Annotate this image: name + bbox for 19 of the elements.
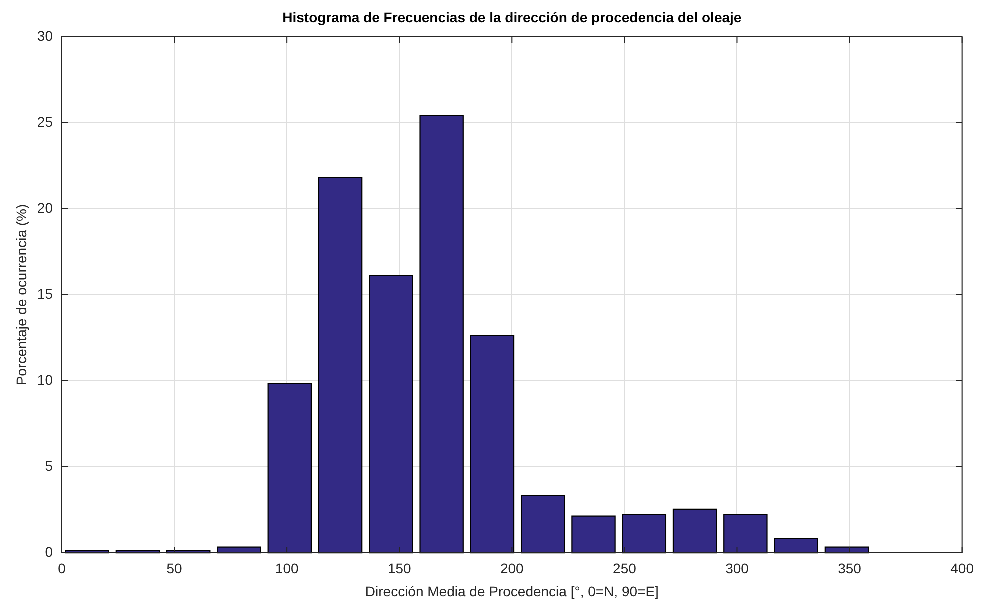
y-tick-label: 0 [45, 544, 54, 560]
x-tick-label: 100 [275, 560, 299, 576]
y-tick-label: 30 [37, 28, 54, 44]
y-tick-label: 20 [37, 200, 54, 216]
y-axis-title: Porcentaje de ocurrencia (%) [13, 204, 30, 386]
y-tick-label: 10 [37, 372, 54, 388]
x-tick-label: 0 [58, 560, 66, 576]
y-tick-label: 25 [37, 114, 54, 130]
x-tick-label: 50 [166, 560, 183, 576]
chart-title: Histograma de Frecuencias de la dirección de procedencia del oleaje [282, 9, 742, 26]
x-tick-label: 350 [838, 560, 862, 576]
x-tick-label: 300 [726, 560, 750, 576]
y-tick-label: 15 [37, 286, 54, 302]
x-tick-label: 250 [613, 560, 637, 576]
y-tick-label: 5 [45, 458, 54, 474]
x-axis-title: Dirección Media de Procedencia [°, 0=N, 90=E] [365, 583, 659, 600]
x-tick-label: 200 [500, 560, 524, 576]
x-tick-label: 400 [950, 560, 974, 576]
x-tick-label: 150 [388, 560, 412, 576]
